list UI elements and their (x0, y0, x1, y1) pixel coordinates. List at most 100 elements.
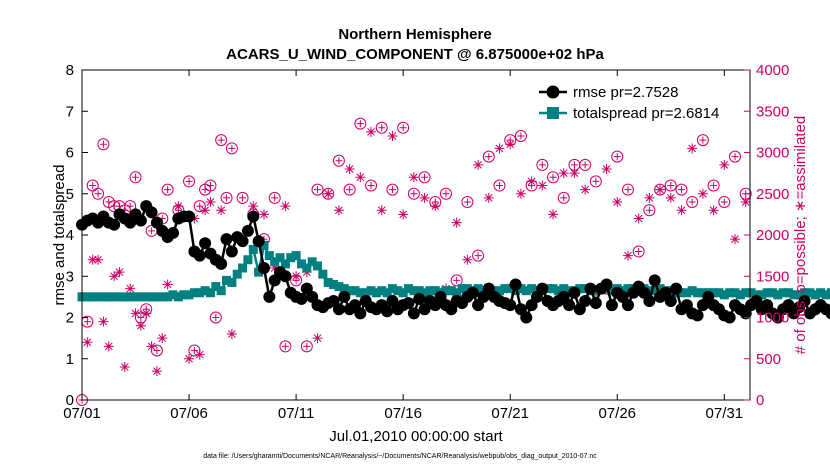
x-axis-label: Jul.01,2010 00:00:00 start (329, 428, 503, 445)
totalspread-point (773, 290, 783, 300)
totalspread-point (82, 292, 92, 302)
obs-possible-point (589, 175, 602, 188)
totalspread-point (778, 288, 788, 298)
rmse-point (509, 278, 522, 291)
obs-possible-marker (664, 179, 677, 192)
obs-possible-point (493, 179, 506, 192)
obs-possible-cross (496, 182, 503, 189)
obs-assimilated-point (558, 168, 569, 179)
obs-possible-cross (699, 136, 707, 144)
obs-possible-marker (589, 175, 602, 188)
obs-assimilated-point (135, 320, 146, 331)
rmse-point (407, 307, 420, 320)
totalspread-point (521, 286, 531, 296)
obs-assimilated-point (366, 126, 377, 137)
y-right-tick-label: 500 (756, 351, 781, 368)
rmse-point (664, 295, 677, 307)
obs-assimilated-point (537, 180, 548, 191)
totalspread-point (264, 251, 274, 261)
totalspread-point (398, 288, 408, 298)
obs-possible-point (718, 196, 731, 208)
obs-possible-marker (718, 196, 731, 208)
rmse-point (504, 299, 517, 312)
obs-possible-point (161, 183, 174, 196)
totalspread-point (195, 288, 205, 298)
obs-possible-cross (474, 252, 482, 260)
rmse-point (236, 235, 249, 248)
obs-possible-point (124, 200, 137, 213)
obs-assimilated-point (665, 192, 676, 203)
rmse-point (466, 286, 479, 299)
obs-possible-cross (624, 186, 632, 194)
totalspread-point (725, 288, 735, 298)
rmse-point (579, 295, 592, 307)
totalspread-point (104, 292, 114, 302)
totalspread-point (179, 290, 189, 300)
totalspread-point (457, 284, 467, 294)
obs-assimilated-point (569, 168, 580, 179)
obs-possible-marker (365, 179, 378, 192)
obs-possible-marker (354, 117, 367, 130)
obs-possible-point (311, 183, 324, 196)
totalspread-point (816, 288, 826, 298)
obs-possible-marker (124, 200, 137, 213)
totalspread-point (371, 288, 381, 298)
totalspread-point (559, 284, 569, 294)
obs-assimilated-point (93, 254, 104, 265)
totalspread-point (794, 290, 804, 300)
totalspread-point (735, 290, 745, 300)
obs-possible-cross (442, 190, 450, 198)
totalspread-point (741, 288, 751, 298)
totalspread-point (452, 288, 462, 298)
totalspread-point (152, 292, 162, 302)
obs-possible-point (632, 245, 645, 258)
obs-possible-point (407, 187, 420, 200)
obs-assimilated-point (258, 209, 269, 220)
obs-assimilated-point (505, 139, 516, 150)
rmse-point (648, 274, 661, 287)
obs-assimilated-point (655, 184, 666, 195)
rmse-point (798, 295, 811, 307)
obs-possible-point (686, 196, 699, 208)
obs-possible-cross (271, 194, 279, 202)
obs-possible-cross (538, 161, 546, 169)
rmse-point (643, 295, 656, 307)
obs-assimilated-point (194, 349, 205, 360)
rmse-point (600, 278, 613, 291)
obs-possible-cross (126, 202, 134, 210)
obs-possible-cross (281, 342, 289, 350)
obs-possible-marker (418, 171, 431, 184)
obs-possible-marker (472, 249, 485, 262)
x-tick-label: 07/06 (170, 405, 208, 422)
rmse-point (670, 282, 683, 295)
totalspread-point (420, 288, 430, 298)
obs-possible-cross (688, 198, 696, 206)
obs-possible-cross (153, 347, 161, 354)
obs-assimilated-point (676, 205, 687, 216)
obs-assimilated-point (376, 205, 387, 216)
rmse-point (536, 282, 549, 295)
rmse-point (225, 245, 238, 258)
totalspread-point (751, 290, 761, 300)
obs-possible-point (279, 340, 292, 353)
obs-assimilated-point (601, 164, 612, 174)
totalspread-point (767, 288, 777, 298)
obs-possible-cross (346, 186, 354, 194)
totalspread-point (719, 290, 729, 300)
y-right-tick-label: 2000 (756, 227, 789, 244)
obs-assimilated-point (114, 267, 125, 278)
obs-assimilated-point (200, 205, 211, 216)
obs-possible-cross (645, 206, 653, 214)
obs-possible-marker (611, 150, 624, 163)
totalspread-point (125, 292, 135, 302)
obs-possible-cross (185, 177, 193, 185)
y-right-tick-label: 1000 (756, 310, 789, 327)
obs-possible-cross (560, 194, 568, 202)
obs-possible-cross (206, 182, 214, 189)
chart-title-line-2: ACARS_U_WIND_COMPONENT @ 6.875000e+02 hP… (226, 46, 604, 63)
obs-assimilated-point (740, 197, 751, 207)
obs-assimilated-point (333, 205, 344, 216)
legend-box (531, 77, 743, 125)
obs-possible-marker (209, 311, 222, 324)
legend: rmse pr=2.7528 totalspread pr=2.6814 (531, 77, 743, 125)
